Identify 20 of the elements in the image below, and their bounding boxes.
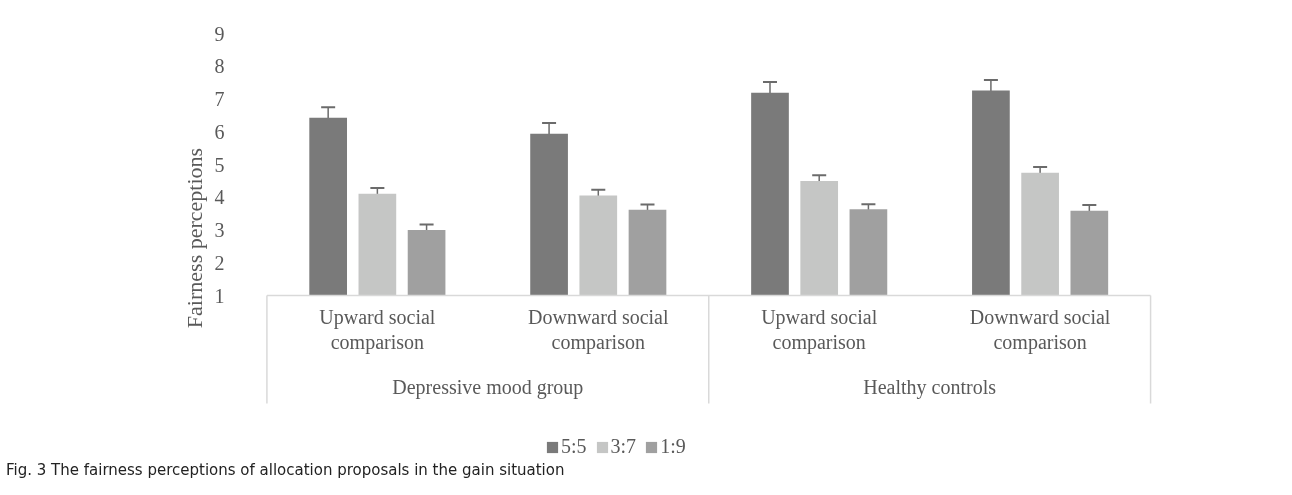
y-tick-label: 7 (214, 88, 225, 110)
y-tick-label: 4 (214, 186, 225, 209)
y-tick-label: 9 (214, 22, 225, 45)
legend-label: 5:5 (561, 435, 587, 458)
y-tick-label: 5 (214, 153, 225, 176)
text: Depressive mood group (392, 375, 584, 399)
y-axis-title: Fairness perceptions (181, 147, 207, 329)
y-tick-label: 6 (214, 120, 225, 143)
legend-label: 1:9 (660, 435, 686, 458)
y-tick-label: 3 (214, 219, 225, 241)
caption: Fig. 3 The fairness perceptions of allocation proposals in the gain situation (6, 460, 565, 481)
y-tick-label: 1 (214, 284, 225, 307)
x-tick-label: Upward social comparison (761, 305, 878, 354)
text: Healthy controls (863, 375, 997, 399)
y-tick-label: 2 (214, 251, 225, 274)
x-tick-label: Downward social comparison (528, 305, 669, 354)
y-tick-label: 8 (214, 55, 225, 78)
x-tick-label: Upward social comparison (319, 305, 436, 354)
x-tick-label: Downward social comparison (969, 305, 1111, 354)
legend-label: 3:7 (610, 435, 637, 458)
